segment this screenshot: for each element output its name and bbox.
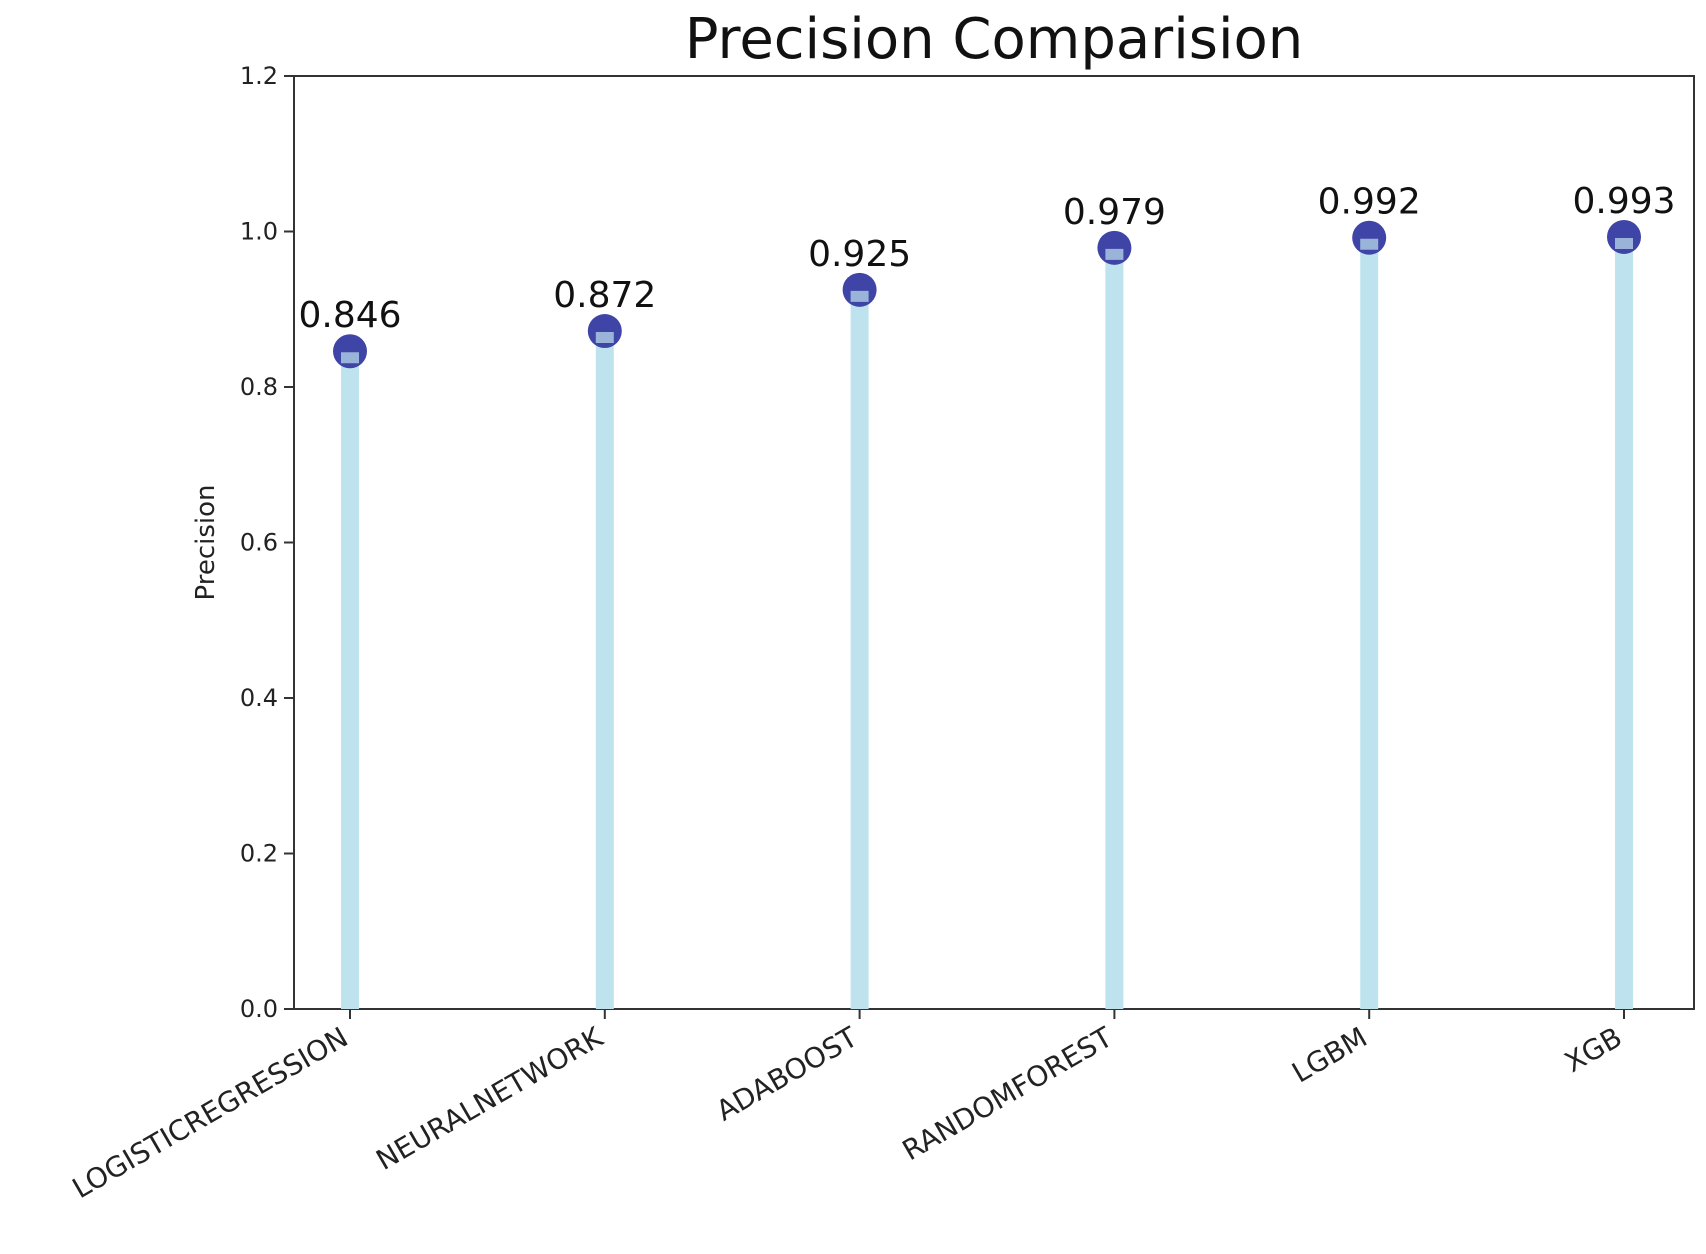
y-tick-label: 1.0 bbox=[240, 218, 278, 246]
data-label: 0.992 bbox=[1318, 182, 1421, 223]
x-tick-label: ADABOOST bbox=[711, 1020, 864, 1128]
data-label: 0.979 bbox=[1063, 192, 1166, 233]
chart-title: Precision Comparision bbox=[685, 7, 1304, 72]
plot-area: 0.0 0.2 0.4 0.6 0.8 1.0 1.2 0.846 LOGISTICREGRES… bbox=[67, 62, 1695, 1205]
x-tick-label: LGBM bbox=[1286, 1020, 1372, 1089]
y-axis-label: Precision bbox=[191, 484, 221, 600]
x-tick-label: NEURALNETWORK bbox=[371, 1020, 609, 1177]
data-label: 0.846 bbox=[298, 295, 401, 336]
x-tick-label: LOGISTICREGRESSION bbox=[67, 1020, 354, 1205]
data-label: 0.872 bbox=[553, 275, 656, 316]
y-tick-label: 0.0 bbox=[240, 995, 278, 1023]
y-tick-label: 0.8 bbox=[240, 373, 278, 401]
x-tick-label: XGB bbox=[1559, 1020, 1628, 1079]
y-tick-label: 0.2 bbox=[240, 840, 278, 868]
plot-frame bbox=[293, 75, 1695, 1010]
y-tick-label: 0.6 bbox=[240, 529, 278, 557]
data-label: 0.925 bbox=[808, 234, 911, 275]
y-tick-label: 1.2 bbox=[240, 62, 278, 90]
y-tick-label: 0.4 bbox=[240, 684, 278, 712]
data-label: 0.993 bbox=[1572, 181, 1675, 222]
x-tick-label: RANDOMFOREST bbox=[897, 1020, 1119, 1167]
